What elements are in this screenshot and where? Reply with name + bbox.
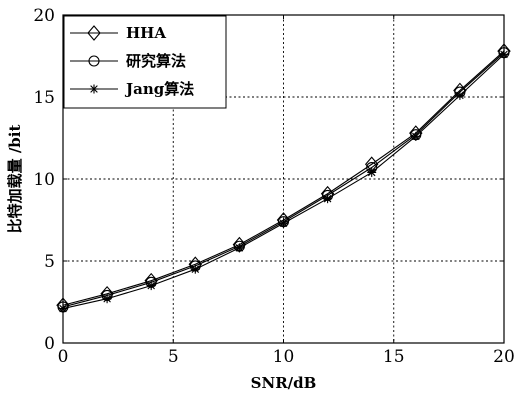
- legend: HHA 研究算法 Jang算法: [63, 15, 227, 109]
- star-stroke: [147, 281, 155, 290]
- legend-label: HHA: [126, 24, 166, 42]
- series-star: [58, 49, 509, 314]
- x-axis-label: SNR/dB: [251, 374, 317, 392]
- star-stroke: [412, 132, 420, 141]
- legend-label: Jang算法: [124, 80, 194, 98]
- star-stroke: [323, 194, 332, 203]
- x-tick-label: 0: [58, 347, 69, 367]
- data-point-star: [190, 264, 200, 274]
- legend-item: 研究算法: [70, 52, 186, 70]
- legend-label: 研究算法: [126, 52, 186, 70]
- star-stroke: [90, 85, 98, 93]
- x-tick-label: 5: [168, 347, 179, 367]
- series-layer: [56, 43, 511, 314]
- x-tick-label: 20: [493, 347, 515, 367]
- data-point-star: [234, 243, 244, 253]
- data-point-star: [323, 194, 333, 204]
- star-stroke: [367, 168, 376, 177]
- star-stroke: [235, 244, 244, 252]
- y-tick-label: 20: [33, 6, 55, 26]
- star-stroke: [103, 294, 111, 303]
- star-stroke: [279, 219, 288, 228]
- star-stroke: [456, 91, 464, 100]
- data-point-star: [367, 167, 377, 177]
- data-point-star: [146, 281, 156, 291]
- data-point-star: [102, 294, 112, 304]
- y-axis-label: 比特加载量 /bit: [6, 125, 24, 234]
- x-tick-label: 10: [273, 347, 295, 367]
- y-tick-label: 0: [44, 334, 55, 354]
- data-point-star: [455, 90, 465, 100]
- ticks: 0 5 10 15 20 0 5 10 15 20: [33, 6, 514, 367]
- legend-item: Jang算法: [70, 80, 194, 98]
- y-tick-label: 15: [33, 88, 55, 108]
- y-tick-label: 10: [33, 170, 55, 190]
- data-point-star: [279, 218, 288, 228]
- data-point-circle: [88, 55, 100, 67]
- y-tick-label: 5: [44, 252, 55, 272]
- data-point-diamond: [87, 25, 101, 41]
- data-point-star: [89, 84, 99, 94]
- data-point-star: [411, 131, 421, 141]
- x-tick-label: 15: [383, 347, 405, 367]
- star-stroke: [191, 265, 200, 273]
- legend-item: HHA: [70, 24, 166, 42]
